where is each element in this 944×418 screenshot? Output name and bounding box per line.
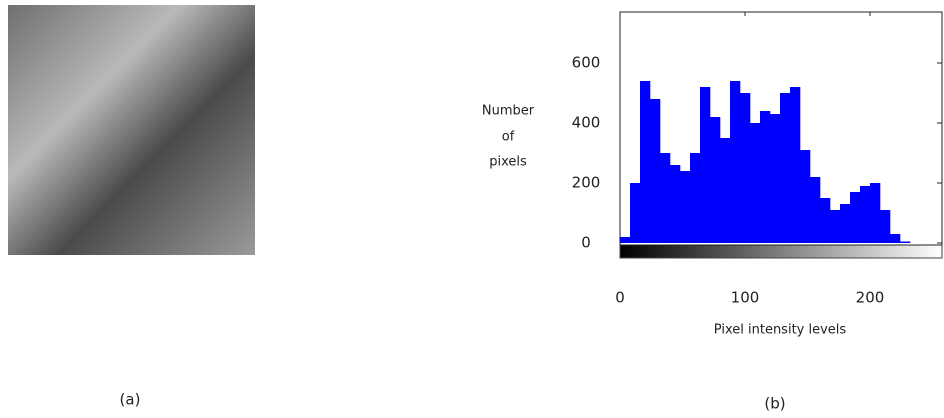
bar	[670, 165, 680, 243]
caption: (b)	[764, 395, 785, 413]
caption: (a)	[120, 391, 141, 409]
bar	[880, 210, 890, 243]
x-tick-label: 200	[856, 289, 885, 307]
y-axis-label: pixels	[489, 155, 527, 170]
intensity-ramp	[620, 245, 942, 258]
figure: (a) (b) Number of pixels Pixel intensity…	[0, 0, 944, 418]
bar	[680, 171, 690, 243]
bar	[840, 204, 850, 243]
bar	[710, 117, 720, 243]
bar	[820, 198, 830, 243]
bar	[810, 177, 820, 243]
bar	[660, 153, 670, 243]
y-tick-label: 600	[572, 54, 601, 72]
bar	[700, 87, 710, 243]
photo	[8, 5, 255, 255]
x-tick-label: 100	[731, 289, 760, 307]
bar	[730, 81, 740, 243]
bar	[780, 93, 790, 243]
bar	[900, 242, 910, 244]
bar	[750, 123, 760, 243]
x-tick-label: 0	[615, 289, 625, 307]
y-tick-label: 400	[572, 114, 601, 132]
x-axis-label: Pixel intensity levels	[714, 323, 847, 338]
y-axis-label: Number	[482, 104, 535, 119]
bar	[760, 111, 770, 243]
bar	[640, 81, 650, 243]
y-tick-label: 0	[581, 234, 591, 252]
bar	[690, 153, 700, 243]
bar	[630, 183, 640, 243]
bar	[790, 87, 800, 243]
bar	[770, 114, 780, 243]
bar	[860, 186, 870, 243]
bar	[870, 183, 880, 243]
bar	[650, 99, 660, 243]
bar	[740, 93, 750, 243]
bar	[890, 234, 900, 243]
y-tick-label: 200	[572, 174, 601, 192]
bar	[830, 210, 840, 243]
bar	[720, 138, 730, 243]
y-axis-label: of	[502, 130, 515, 145]
bar	[800, 150, 810, 243]
bar	[620, 237, 630, 243]
bar	[850, 192, 860, 243]
